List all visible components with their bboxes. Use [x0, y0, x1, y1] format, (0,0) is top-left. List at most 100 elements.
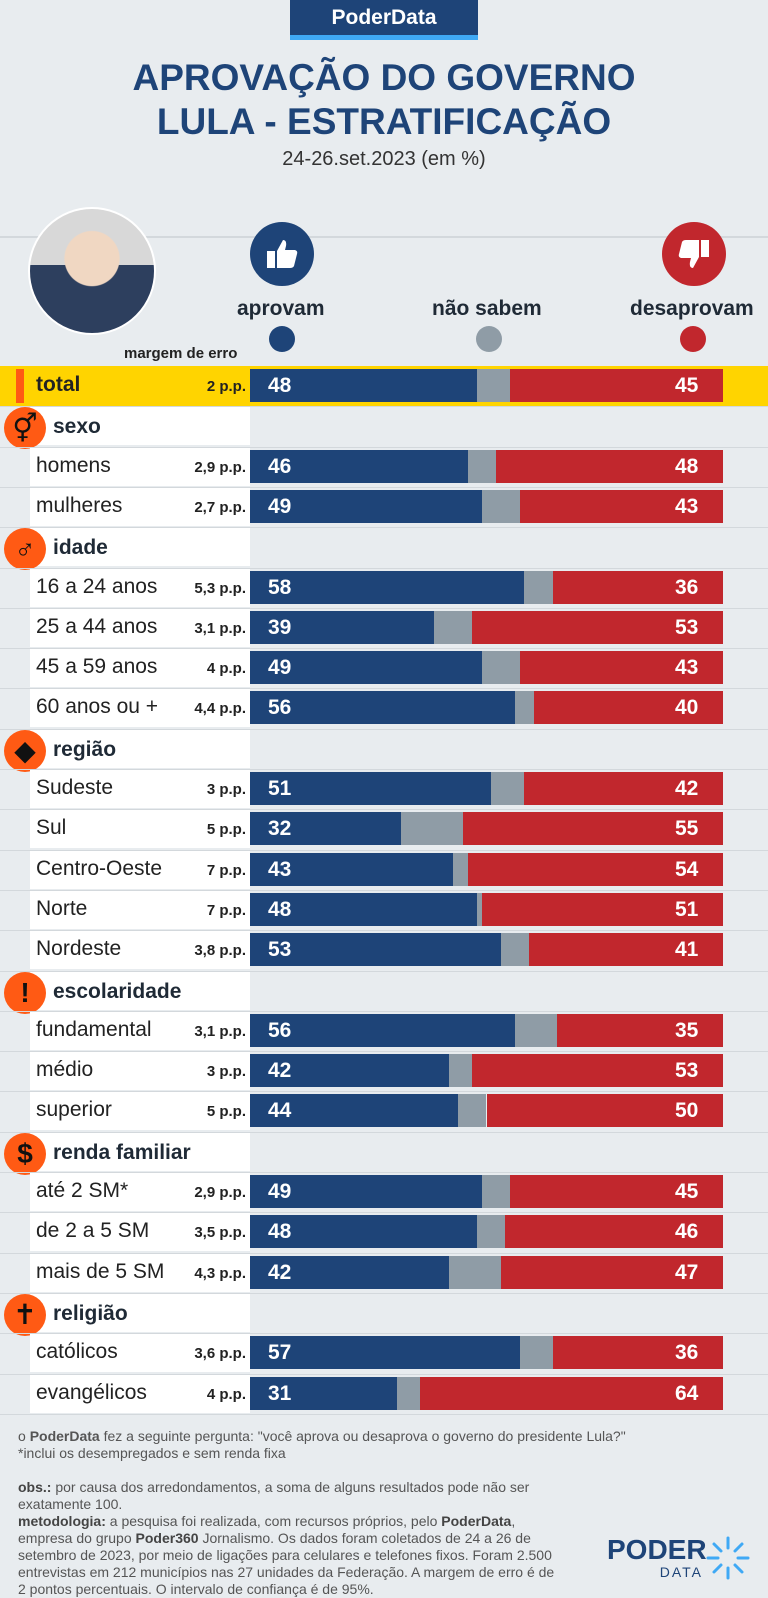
disapprove-bar	[467, 852, 723, 886]
row-label: 16 a 24 anos	[36, 574, 158, 598]
margin-of-error-header: margem de erro	[124, 345, 238, 362]
approve-bar	[250, 812, 402, 846]
row-label: evangélicos	[36, 1380, 147, 1404]
thumbs-up-icon	[250, 222, 314, 286]
margin-of-error-value: 3,6 p.p.	[194, 1345, 246, 1363]
row-divider	[0, 1172, 768, 1173]
row-divider	[0, 849, 768, 851]
row-label: homens	[36, 453, 111, 477]
row-label-cell	[30, 649, 250, 688]
disapprove-value: 45	[675, 1180, 699, 1203]
row-label: Norte	[36, 896, 88, 920]
margin-of-error-value: 3,1 p.p.	[194, 1022, 246, 1040]
dontknow-bar	[448, 1255, 501, 1289]
margin-of-error-value: 4 p.p.	[206, 1385, 246, 1403]
approve-bar	[250, 852, 454, 886]
approve-value: 31	[268, 1381, 292, 1405]
row-divider	[0, 1333, 768, 1335]
dontknow-bar	[481, 1175, 511, 1208]
disapprove-bar	[557, 1013, 723, 1047]
disapprove-value: 35	[675, 1018, 699, 1042]
margin-of-error-value: 3 p.p.	[206, 781, 246, 798]
row-label: Centro-Oeste	[36, 856, 163, 880]
approve-value: 56	[268, 1018, 292, 1042]
disapprove-value: 40	[675, 696, 699, 720]
margin-of-error-value: 7 p.p.	[206, 901, 246, 919]
row-label: 45 a 59 anos	[36, 655, 158, 679]
row-label: mais de 5 SM	[36, 1259, 165, 1283]
row-label-cell	[30, 487, 250, 526]
poderdata-logo: PODER DATA	[607, 1534, 707, 1580]
disapprove-value: 53	[675, 615, 699, 639]
row-label: mulheres	[36, 493, 123, 517]
margin-of-error-value: 4 p.p.	[206, 660, 246, 678]
group-divider	[0, 406, 768, 408]
approve-value: 49	[268, 494, 292, 518]
row-label: médio	[36, 1058, 94, 1082]
disapprove-value: 46	[675, 1220, 699, 1244]
disapprove-value: 45	[675, 374, 699, 397]
row-label: 60 anos ou +	[36, 695, 159, 719]
approve-value: 58	[268, 575, 292, 599]
margin-of-error-value: 2,9 p.p.	[194, 458, 246, 476]
dontknow-bar	[514, 691, 534, 725]
approve-value: 51	[268, 777, 292, 800]
approve-bar	[250, 610, 435, 644]
disapprove-bar	[552, 570, 723, 604]
approve-value: 48	[268, 374, 292, 397]
approve-value: 56	[268, 696, 292, 720]
dontknow-bar	[467, 449, 496, 483]
footer-question: o PoderData fez a seguinte pergunta: "vo…	[18, 1428, 626, 1461]
row-label: fundamental	[36, 1017, 152, 1041]
row-label-cell	[30, 810, 250, 849]
disapprove-value: 50	[675, 1099, 699, 1123]
row-label-cell	[30, 850, 250, 889]
chart-title-line2: LULA - ESTRATIFICAÇÃO	[156, 101, 612, 142]
approve-bar	[250, 651, 482, 685]
row-divider	[0, 648, 768, 650]
disapprove-bar	[510, 369, 723, 402]
margin-of-error-value: 2,7 p.p.	[194, 498, 246, 516]
disapprove-bar	[481, 892, 723, 926]
brand-header: PoderData	[290, 0, 478, 40]
group-label: renda familiar	[53, 1140, 191, 1164]
row-label: até 2 SM*	[36, 1179, 129, 1202]
dontknow-bar	[500, 933, 530, 967]
row-label: Sul	[36, 816, 67, 840]
approve-value: 49	[268, 1180, 292, 1203]
approve-value: 42	[268, 1260, 292, 1284]
row-divider	[0, 607, 768, 609]
group-divider	[0, 728, 768, 730]
legend-dontknow-label: não sabem	[432, 297, 542, 320]
disapprove-bar	[462, 812, 723, 846]
disapprove-bar	[472, 610, 723, 644]
margin-of-error-value: 5 p.p.	[206, 821, 246, 839]
approve-value: 48	[268, 897, 292, 921]
approve-bar	[250, 1175, 482, 1208]
row-divider	[0, 486, 768, 488]
approve-bar	[250, 691, 515, 725]
row-label: católicos	[36, 1340, 118, 1364]
legend-approve-dot	[269, 326, 295, 352]
header-divider	[0, 236, 768, 238]
margin-of-error-value: 2,9 p.p.	[194, 1184, 246, 1201]
disapprove-value: 47	[675, 1260, 699, 1284]
group-label: religião	[53, 1301, 128, 1325]
row-divider	[0, 889, 768, 891]
row-label-cell	[30, 931, 250, 970]
approve-bar	[250, 892, 478, 926]
row-divider	[0, 1212, 768, 1214]
disapprove-bar	[505, 1215, 723, 1249]
approve-value: 32	[268, 817, 292, 841]
dollar-icon: $	[4, 1132, 46, 1175]
row-label: superior	[36, 1098, 112, 1122]
disapprove-value: 55	[675, 817, 699, 841]
dontknow-bar	[401, 812, 463, 846]
approve-bar	[250, 449, 468, 483]
margin-of-error-value: 2 p.p.	[206, 378, 246, 395]
legend-dontknow-dot	[476, 326, 502, 352]
president-portrait	[28, 207, 156, 335]
group-label-cell	[30, 1132, 250, 1171]
dontknow-bar	[477, 369, 511, 402]
disapprove-bar	[552, 1336, 723, 1370]
